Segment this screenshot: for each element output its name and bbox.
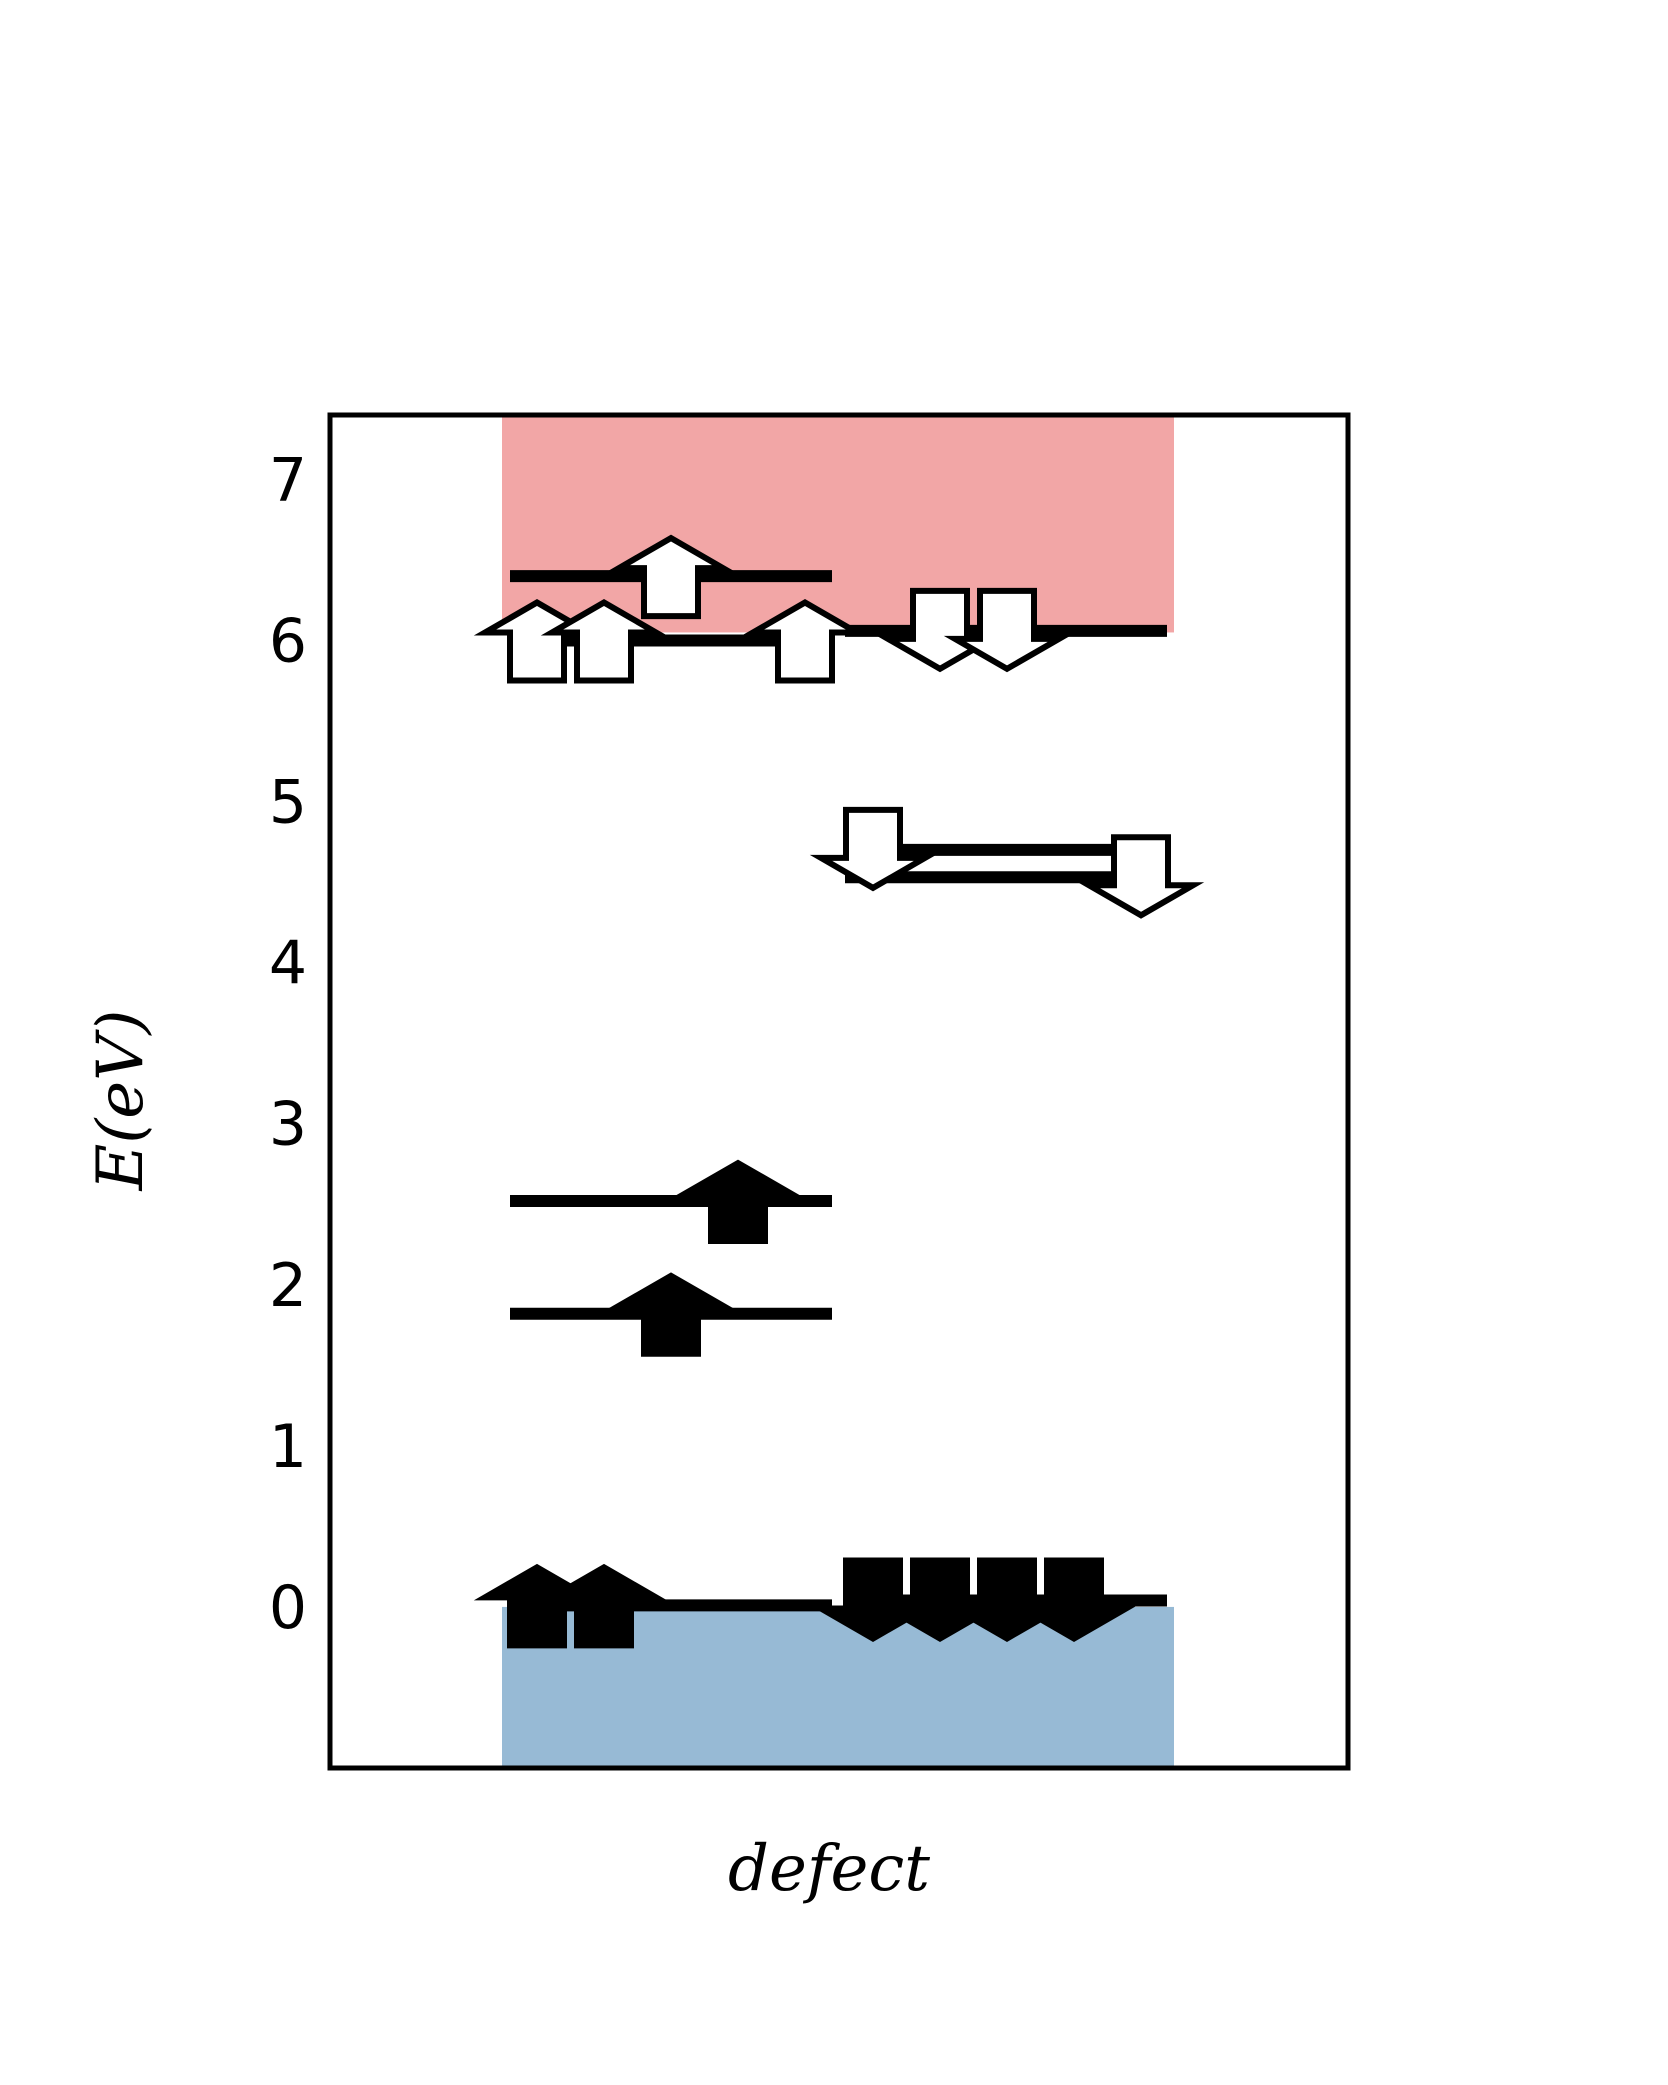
spin-down-arrow-empty: [1077, 834, 1205, 919]
spin-down-arrow-empty: [809, 806, 937, 892]
spin-up-arrow-empty: [741, 599, 869, 684]
spin-down-arrow-filled: [943, 1557, 1071, 1642]
spin-up-arrow-filled: [674, 1159, 802, 1245]
spin-down-arrow-empty: [943, 587, 1071, 673]
spin-up-arrow-empty: [607, 534, 735, 620]
spin-up-arrow-empty: [473, 599, 601, 684]
spin-up-arrow-filled: [473, 1563, 601, 1649]
spin-up-arrow-filled: [540, 1563, 668, 1649]
levels-layer: [510, 570, 1167, 1612]
spin-up-arrow-filled: [607, 1272, 735, 1357]
spin-up-arrow-empty: [540, 599, 668, 684]
x-axis-label: defect: [728, 1832, 930, 1906]
y-tick-label: 3: [269, 1090, 307, 1160]
y-tick-label: 4: [269, 929, 307, 999]
y-tick-label: 1: [269, 1412, 307, 1482]
y-tick-label: 0: [269, 1573, 307, 1643]
spin-down-arrow-filled: [809, 1557, 937, 1642]
conduction-band: [502, 415, 1174, 633]
arrows-layer: [473, 534, 1205, 1649]
plot-frame: [327, 412, 1351, 1771]
spin-down-arrow-empty: [876, 587, 1004, 673]
y-tick-label: 6: [269, 607, 307, 677]
y-tick-labels: 0 1 2 3 4 5 6 7: [269, 445, 307, 1643]
spin-down-arrow-filled: [1010, 1557, 1138, 1642]
y-tick-label: 5: [269, 768, 307, 838]
y-axis-label: E(eV): [84, 1010, 158, 1192]
y-tick-label: 7: [269, 445, 307, 515]
spin-down-arrow-filled: [876, 1557, 1004, 1642]
y-tick-label: 2: [269, 1251, 307, 1321]
